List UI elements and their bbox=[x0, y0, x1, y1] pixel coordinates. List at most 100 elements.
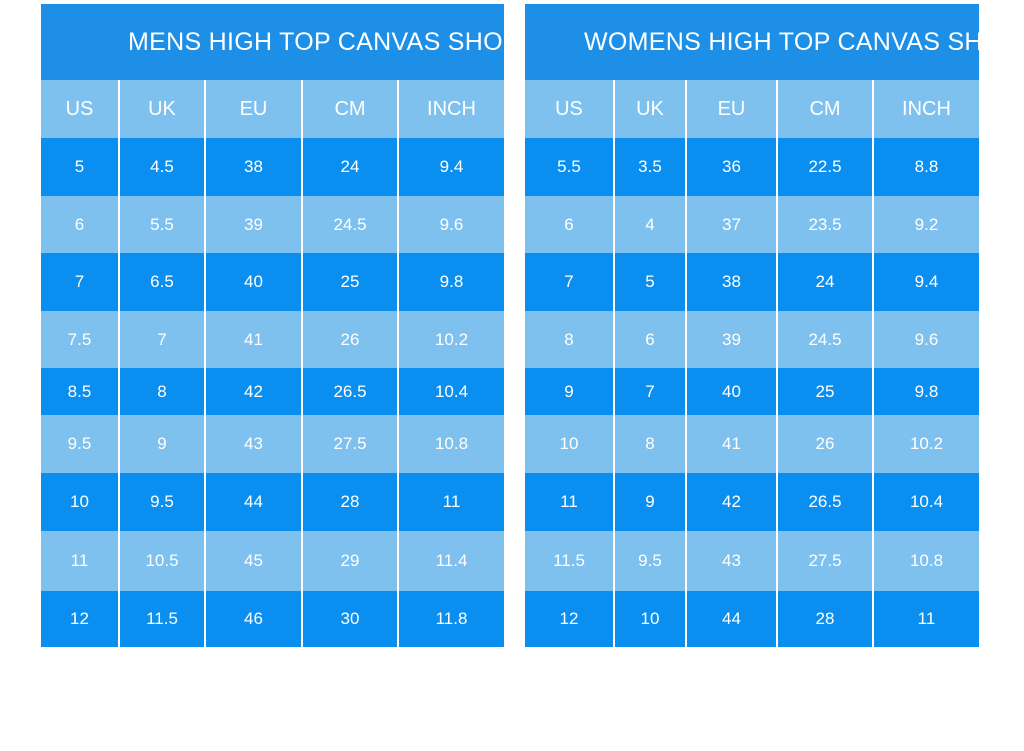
mens-cell-cm: 26 bbox=[301, 311, 398, 368]
mens-col-cm: CM bbox=[301, 80, 398, 138]
womens-cell-us: 8 bbox=[525, 311, 614, 368]
womens-cell-inch: 9.4 bbox=[872, 253, 979, 311]
womens-cell-inch: 9.2 bbox=[872, 196, 979, 253]
mens-cell-us: 11 bbox=[41, 531, 119, 591]
mens-col-uk: UK bbox=[118, 80, 205, 138]
mens-table-row: 6 5.5 39 24.5 9.6 bbox=[41, 196, 504, 253]
mens-cell-us: 7.5 bbox=[41, 311, 119, 368]
womens-table-row: 6 4 37 23.5 9.2 bbox=[525, 196, 979, 253]
mens-cell-uk: 6.5 bbox=[118, 253, 205, 311]
mens-col-us: US bbox=[41, 80, 119, 138]
womens-header-row: US UK EU CM INCH bbox=[525, 80, 979, 138]
womens-cell-uk: 10 bbox=[613, 591, 686, 647]
womens-cell-eu: 38 bbox=[685, 253, 777, 311]
womens-cell-cm: 22.5 bbox=[776, 138, 873, 196]
mens-table-row: 7 6.5 40 25 9.8 bbox=[41, 253, 504, 311]
womens-cell-us: 6 bbox=[525, 196, 614, 253]
mens-cell-uk: 9.5 bbox=[118, 473, 205, 531]
womens-cell-cm: 25 bbox=[776, 368, 873, 415]
womens-cell-eu: 39 bbox=[685, 311, 777, 368]
womens-size-chart: WOMENS HIGH TOP CANVAS SHOE US UK EU CM … bbox=[525, 4, 979, 647]
mens-cell-cm: 28 bbox=[301, 473, 398, 531]
mens-cell-eu: 43 bbox=[204, 415, 302, 473]
womens-cell-cm: 26.5 bbox=[776, 473, 873, 531]
mens-table-row: 11 10.5 45 29 11.4 bbox=[41, 531, 504, 591]
womens-chart-title: WOMENS HIGH TOP CANVAS SHOE bbox=[525, 4, 979, 80]
mens-cell-us: 9.5 bbox=[41, 415, 119, 473]
womens-cell-inch: 8.8 bbox=[872, 138, 979, 196]
womens-cell-inch: 10.2 bbox=[872, 415, 979, 473]
womens-cell-uk: 9 bbox=[613, 473, 686, 531]
mens-cell-eu: 40 bbox=[204, 253, 302, 311]
mens-cell-eu: 42 bbox=[204, 368, 302, 415]
mens-cell-uk: 5.5 bbox=[118, 196, 205, 253]
womens-cell-cm: 24 bbox=[776, 253, 873, 311]
mens-cell-uk: 11.5 bbox=[118, 591, 205, 647]
mens-cell-uk: 9 bbox=[118, 415, 205, 473]
womens-cell-us: 9 bbox=[525, 368, 614, 415]
mens-size-chart: MENS HIGH TOP CANVAS SHOE US UK EU CM IN… bbox=[41, 4, 504, 647]
mens-cell-uk: 7 bbox=[118, 311, 205, 368]
mens-cell-us: 12 bbox=[41, 591, 119, 647]
mens-cell-eu: 41 bbox=[204, 311, 302, 368]
mens-cell-us: 6 bbox=[41, 196, 119, 253]
womens-cell-inch: 9.8 bbox=[872, 368, 979, 415]
womens-col-uk: UK bbox=[613, 80, 686, 138]
mens-table-row: 9.5 9 43 27.5 10.8 bbox=[41, 415, 504, 473]
womens-cell-eu: 37 bbox=[685, 196, 777, 253]
mens-cell-us: 5 bbox=[41, 138, 119, 196]
mens-cell-eu: 38 bbox=[204, 138, 302, 196]
womens-cell-uk: 7 bbox=[613, 368, 686, 415]
womens-col-eu: EU bbox=[685, 80, 777, 138]
womens-col-inch: INCH bbox=[872, 80, 979, 138]
womens-cell-us: 10 bbox=[525, 415, 614, 473]
womens-cell-eu: 44 bbox=[685, 591, 777, 647]
mens-cell-inch: 11 bbox=[397, 473, 504, 531]
womens-cell-uk: 8 bbox=[613, 415, 686, 473]
mens-cell-uk: 8 bbox=[118, 368, 205, 415]
womens-cell-inch: 11 bbox=[872, 591, 979, 647]
womens-col-cm: CM bbox=[776, 80, 873, 138]
womens-cell-cm: 23.5 bbox=[776, 196, 873, 253]
womens-col-us: US bbox=[525, 80, 614, 138]
mens-cell-inch: 10.8 bbox=[397, 415, 504, 473]
mens-cell-uk: 4.5 bbox=[118, 138, 205, 196]
womens-size-table: US UK EU CM INCH 5.5 3.5 36 22.5 8.8 6 4 37 23.5… bbox=[525, 80, 979, 647]
womens-table-body: 5.5 3.5 36 22.5 8.8 6 4 37 23.5 9.2 7 5 38 24 9.4 8 6 39 2… bbox=[525, 138, 979, 647]
womens-cell-uk: 3.5 bbox=[613, 138, 686, 196]
mens-table-body: 5 4.5 38 24 9.4 6 5.5 39 24.5 9.6 7 6.5 40 25 9.8 7.5 7 4… bbox=[41, 138, 504, 647]
mens-col-eu: EU bbox=[204, 80, 302, 138]
mens-cell-cm: 29 bbox=[301, 531, 398, 591]
womens-cell-cm: 27.5 bbox=[776, 531, 873, 591]
womens-cell-eu: 40 bbox=[685, 368, 777, 415]
womens-cell-us: 11.5 bbox=[525, 531, 614, 591]
mens-cell-eu: 46 bbox=[204, 591, 302, 647]
womens-cell-cm: 24.5 bbox=[776, 311, 873, 368]
mens-cell-cm: 24 bbox=[301, 138, 398, 196]
mens-cell-inch: 10.2 bbox=[397, 311, 504, 368]
womens-cell-eu: 36 bbox=[685, 138, 777, 196]
womens-cell-us: 12 bbox=[525, 591, 614, 647]
womens-table-row: 12 10 44 28 11 bbox=[525, 591, 979, 647]
womens-cell-uk: 4 bbox=[613, 196, 686, 253]
mens-cell-cm: 26.5 bbox=[301, 368, 398, 415]
womens-cell-uk: 5 bbox=[613, 253, 686, 311]
mens-cell-us: 7 bbox=[41, 253, 119, 311]
mens-cell-us: 8.5 bbox=[41, 368, 119, 415]
mens-size-table: US UK EU CM INCH 5 4.5 38 24 9.4 6 5.5 39 24.5 9.… bbox=[41, 80, 504, 647]
mens-table-row: 12 11.5 46 30 11.8 bbox=[41, 591, 504, 647]
womens-cell-us: 5.5 bbox=[525, 138, 614, 196]
womens-table-row: 10 8 41 26 10.2 bbox=[525, 415, 979, 473]
womens-table-row: 7 5 38 24 9.4 bbox=[525, 253, 979, 311]
womens-cell-us: 7 bbox=[525, 253, 614, 311]
mens-cell-inch: 11.4 bbox=[397, 531, 504, 591]
mens-table-row: 5 4.5 38 24 9.4 bbox=[41, 138, 504, 196]
womens-cell-inch: 10.4 bbox=[872, 473, 979, 531]
womens-cell-cm: 26 bbox=[776, 415, 873, 473]
mens-cell-inch: 9.8 bbox=[397, 253, 504, 311]
womens-table-row: 8 6 39 24.5 9.6 bbox=[525, 311, 979, 368]
mens-cell-cm: 30 bbox=[301, 591, 398, 647]
womens-table-row: 11 9 42 26.5 10.4 bbox=[525, 473, 979, 531]
mens-cell-us: 10 bbox=[41, 473, 119, 531]
womens-cell-eu: 42 bbox=[685, 473, 777, 531]
